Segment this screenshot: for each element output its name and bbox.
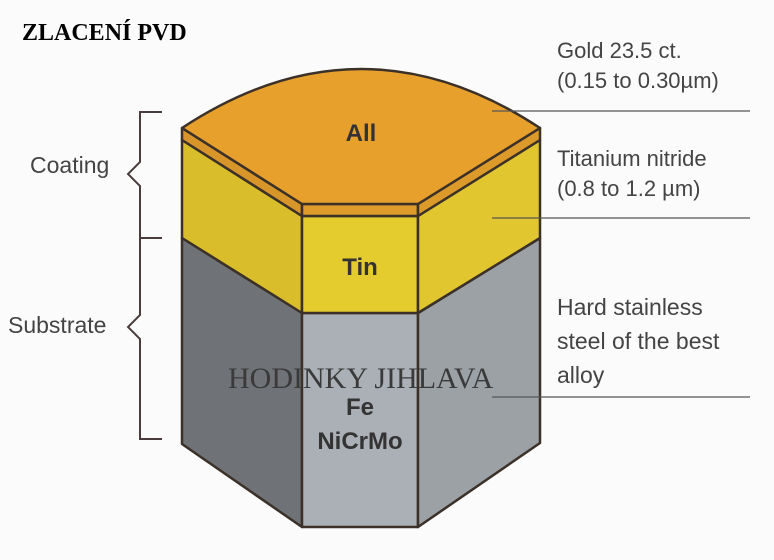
substrate-bracket bbox=[126, 237, 162, 440]
page-title: ZLACENÍ PVD bbox=[22, 20, 187, 46]
substrate-label: Substrate bbox=[8, 312, 107, 338]
tin-annotation-line1: Titanium nitride bbox=[557, 146, 707, 171]
gold-front-band bbox=[300, 202, 420, 218]
tin-layer-label: Tin bbox=[342, 254, 378, 281]
coating-label: Coating bbox=[30, 152, 110, 178]
tin-annotation-line2: (0.8 to 1.2 µm) bbox=[557, 176, 701, 201]
gold-layer-label: All bbox=[345, 120, 377, 147]
gold-annotation-line2: (0.15 to 0.30µm) bbox=[557, 68, 719, 93]
gold-annotation: Gold 23.5 ct. (0.15 to 0.30µm) bbox=[557, 36, 719, 96]
steel-layer-label-alloy: NiCrMo bbox=[317, 428, 403, 455]
watermark: HODINKY JIHLAVA bbox=[228, 362, 494, 395]
steel-layer-label-fe: Fe bbox=[345, 394, 374, 421]
tin-annotation: Titanium nitride (0.8 to 1.2 µm) bbox=[557, 144, 707, 204]
coating-bracket bbox=[126, 111, 162, 239]
steel-annotation: Hard stainless steel of the best alloy bbox=[557, 290, 719, 392]
gold-annotation-line1: Gold 23.5 ct. bbox=[557, 38, 682, 63]
steel-annotation-line3: alloy bbox=[557, 362, 605, 388]
steel-annotation-line2: steel of the best bbox=[557, 328, 720, 354]
gold-top-face bbox=[180, 67, 542, 206]
steel-annotation-line1: Hard stainless bbox=[557, 294, 703, 320]
